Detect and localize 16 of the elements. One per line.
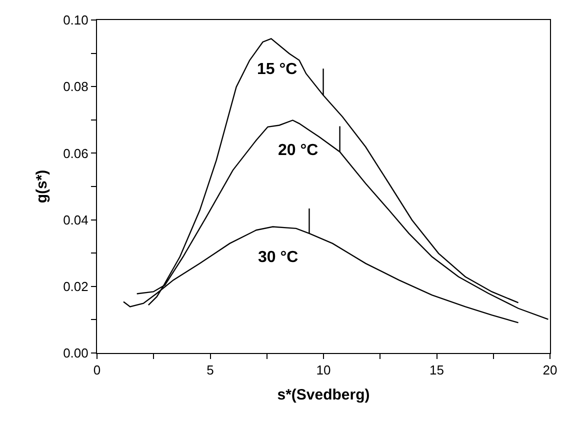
x-tick-label: 20 <box>542 362 558 378</box>
y-tick-label: 0.02 <box>63 278 88 294</box>
y-tick-label: 0.04 <box>63 212 88 228</box>
x-tick-label: 5 <box>206 362 214 378</box>
series-label: 20 °C <box>278 142 319 159</box>
y-tick-label: 0.00 <box>63 346 88 361</box>
x-tick-label: 0 <box>93 362 101 378</box>
x-axis-title: s*(Svedberg) <box>277 386 370 404</box>
y-axis-title: g(s*) <box>33 170 50 204</box>
y-tick-label: 0.06 <box>63 146 88 161</box>
x-tick-label: 15 <box>430 362 444 378</box>
y-tick-label: 0.10 <box>63 12 88 28</box>
series-label: 15 °C <box>257 61 298 78</box>
y-tick-label: 0.08 <box>63 79 88 94</box>
x-tick-label: 10 <box>316 362 331 378</box>
series-label: 30 °C <box>258 249 299 266</box>
